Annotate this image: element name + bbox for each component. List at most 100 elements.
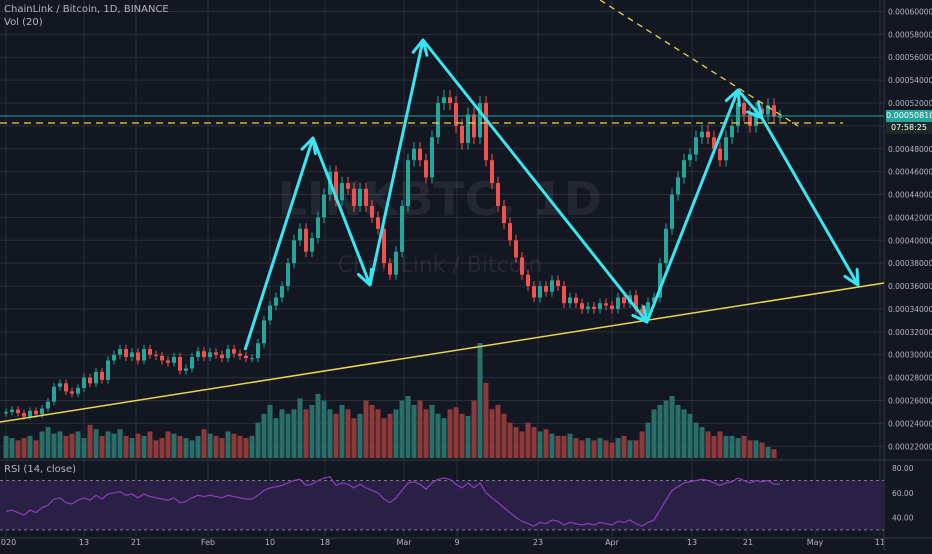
candle-body (370, 205, 374, 218)
rsi-indicator-label[interactable]: RSI (14, close) (4, 464, 77, 475)
candle-body (292, 240, 296, 264)
volume-bar (333, 413, 339, 458)
candle-body (574, 297, 578, 304)
candle-body (442, 97, 446, 103)
volume-bar (651, 409, 657, 458)
candle-body (688, 154, 692, 161)
candle-body (502, 205, 506, 224)
candle-body (106, 360, 110, 380)
time-tick-label: 9 (454, 538, 459, 547)
time-tick-label: Mar (396, 538, 412, 547)
volume-bar (21, 438, 27, 458)
candle-body (280, 286, 284, 298)
volume-bar (723, 435, 729, 458)
candle-body (340, 183, 344, 201)
candle-body (28, 410, 32, 417)
volume-bar (135, 433, 141, 458)
volume-bar (273, 418, 279, 458)
zigzag-arrowhead (631, 305, 649, 324)
volume-bar (153, 440, 159, 458)
volume-bar (243, 438, 249, 458)
volume-bar (189, 440, 195, 458)
candle-body (202, 351, 206, 358)
candle-body (658, 263, 662, 298)
candle-body (748, 114, 752, 126)
candle-body (484, 102, 488, 161)
time-tick-label: May (807, 538, 824, 547)
rsi-tick-label: 60.00 (892, 489, 914, 498)
candle-body (694, 137, 698, 155)
volume-bar (705, 431, 711, 458)
candle-body (388, 263, 392, 275)
time-tick-label: Feb (201, 538, 215, 547)
candle-body (142, 349, 146, 361)
candle-body (208, 352, 212, 358)
candle-body (64, 383, 68, 392)
volume-bar (321, 400, 327, 458)
symbol-title[interactable]: ChainLink / Bitcoin, 1D, BINANCE (4, 4, 169, 15)
volume-bar (3, 435, 9, 458)
candle-body (706, 131, 710, 138)
candle-body (538, 286, 542, 298)
volume-bar (93, 429, 99, 458)
time-tick-label: 21 (743, 538, 753, 547)
volume-bar (165, 431, 171, 458)
price-tick-label: 0.00034000 (888, 305, 932, 314)
volume-bar (87, 424, 93, 458)
volume-bar (399, 400, 405, 458)
volume-bar (369, 404, 375, 458)
volume-bar (585, 438, 591, 458)
time-tick-label: 23 (533, 538, 543, 547)
candle-body (742, 102, 746, 115)
volume-bar (609, 442, 615, 458)
price-tick-label: 0.00032000 (888, 328, 932, 337)
candle-body (580, 303, 584, 309)
volume-bar (381, 418, 387, 458)
volume-indicator-label[interactable]: Vol (20) (4, 17, 43, 28)
candle-body (148, 349, 152, 355)
candle-body (256, 343, 260, 359)
volume-bar (627, 440, 633, 458)
candle-body (676, 177, 680, 195)
price-tick-label: 0.00036000 (888, 282, 932, 291)
volume-bar (261, 413, 267, 458)
volume-bar (15, 440, 21, 458)
volume-bar (57, 431, 63, 458)
volume-bar (411, 404, 417, 458)
candle-body (268, 305, 272, 321)
volume-bar (69, 433, 75, 458)
volume-bar (225, 431, 231, 458)
candle-body (430, 137, 434, 178)
volume-bar (453, 407, 459, 458)
volume-bar (171, 433, 177, 458)
candle-body (778, 116, 782, 118)
volume-bar (495, 404, 501, 458)
candle-body (352, 188, 356, 206)
volume-bar (237, 435, 243, 458)
candle-body (100, 371, 104, 380)
zigzag-arrowhead (746, 101, 764, 120)
volume-bar (39, 431, 45, 458)
candle-body (418, 148, 422, 161)
candle-body (172, 357, 176, 363)
volume-bar (339, 404, 345, 458)
volume-bar (345, 409, 351, 458)
price-tick-label: 0.00028000 (888, 374, 932, 383)
candle-body (772, 105, 776, 117)
volume-bar (111, 433, 117, 458)
candle-body (316, 217, 320, 239)
volume-bar (201, 429, 207, 458)
volume-bar (159, 438, 165, 458)
candle-body (346, 183, 350, 189)
volume-bar (285, 413, 291, 458)
candle-body (466, 114, 470, 144)
volume-bar (489, 409, 495, 458)
candle-body (478, 102, 482, 138)
volume-bar (459, 413, 465, 458)
candle-body (550, 280, 554, 292)
volume-bar (621, 435, 627, 458)
volume-bar (465, 415, 471, 458)
